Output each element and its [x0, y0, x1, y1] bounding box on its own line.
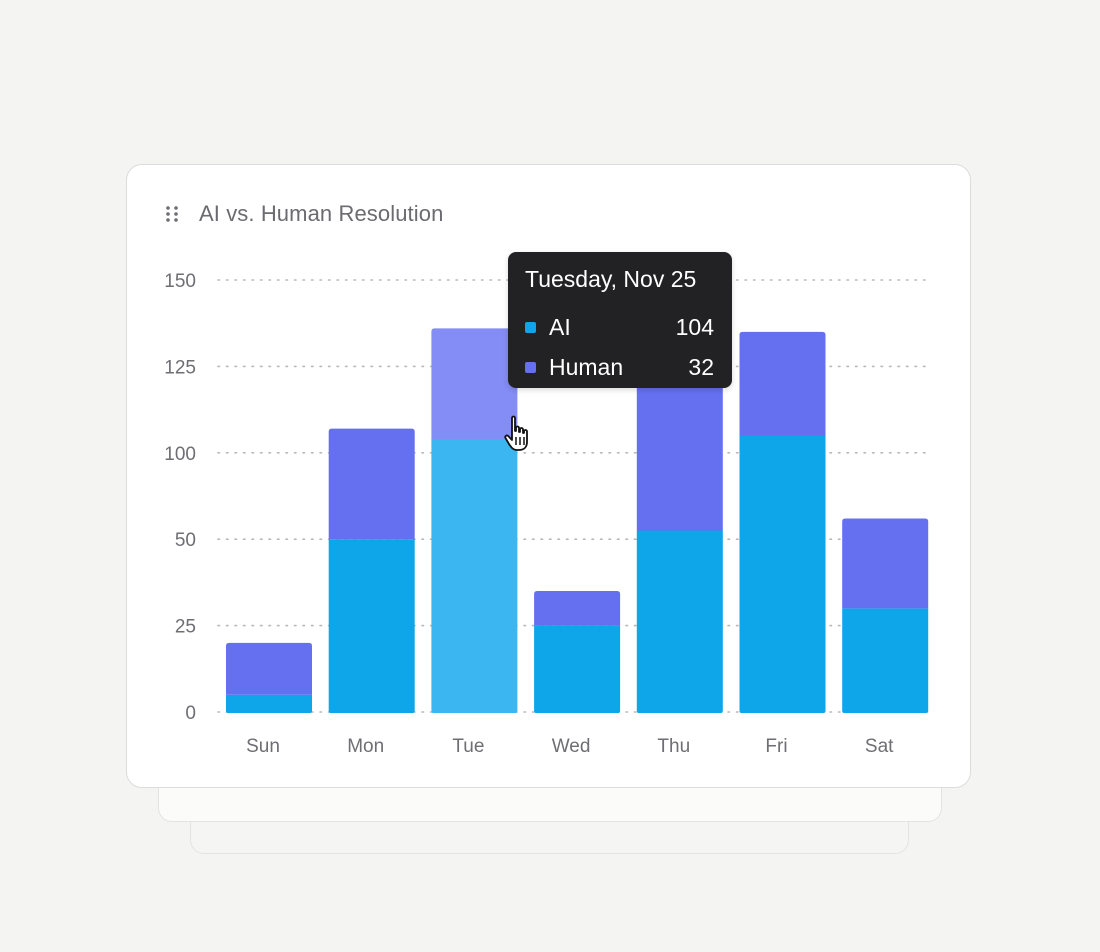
x-tick-label: Tue [452, 736, 484, 757]
bar-human-sat[interactable] [842, 518, 929, 609]
bar-ai-sun[interactable] [226, 694, 312, 713]
card-header: AI vs. Human Resolution [165, 201, 443, 227]
bar-ai-wed[interactable] [534, 625, 621, 713]
bar-human-fri[interactable] [739, 331, 826, 436]
bar-human-thu[interactable] [636, 342, 723, 531]
x-tick-label: Fri [765, 736, 787, 757]
tooltip-row-ai: AI 104 [525, 307, 714, 347]
tooltip-value-human: 32 [688, 353, 714, 380]
x-tick-label: Sat [865, 736, 894, 757]
x-tick-label: Wed [552, 736, 591, 757]
tooltip-label-ai: AI [549, 313, 571, 340]
y-tick-label: 25 [175, 617, 196, 638]
bar-ai-sat[interactable] [842, 608, 929, 713]
card-title: AI vs. Human Resolution [199, 201, 444, 226]
x-tick-label: Mon [347, 736, 384, 757]
y-tick-label: 125 [164, 357, 196, 378]
chart-tooltip: Tuesday, Nov 25 AI 104 Human 32 [508, 252, 732, 388]
tooltip-title: Tuesday, Nov 25 [525, 266, 697, 292]
y-tick-label: 0 [185, 703, 196, 724]
tooltip-label-human: Human [549, 353, 624, 380]
bar-ai-fri[interactable] [739, 435, 826, 713]
x-tick-label: Sun [246, 736, 280, 757]
axis-labels: 0 25 50 100 125 150 Sun Mon Tue Wed Thu Fri Sat [164, 271, 894, 757]
bar-human-mon[interactable] [328, 428, 415, 540]
bars [226, 328, 929, 713]
y-tick-label: 50 [175, 530, 196, 551]
tooltip-value-ai: 104 [675, 313, 714, 340]
drag-handle-icon[interactable] [165, 205, 179, 223]
bar-ai-tue[interactable] [431, 438, 518, 713]
bar-ai-thu[interactable] [636, 530, 723, 713]
hand-pointer-cursor-icon [504, 415, 528, 451]
x-tick-label: Thu [657, 736, 690, 757]
tooltip-row-human: Human 32 [525, 347, 714, 387]
bar-ai-mon[interactable] [328, 539, 415, 713]
ai-swatch-icon [525, 321, 536, 333]
bar-human-wed[interactable] [534, 591, 621, 626]
y-tick-label: 150 [164, 271, 196, 292]
human-swatch-icon [525, 361, 536, 373]
y-tick-label: 100 [164, 444, 196, 465]
bar-human-tue[interactable] [431, 328, 518, 439]
bar-human-sun[interactable] [226, 642, 312, 695]
